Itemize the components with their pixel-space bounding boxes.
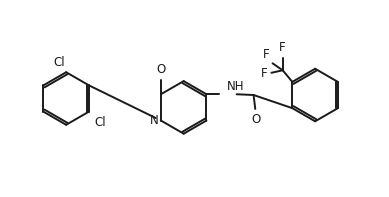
Text: F: F — [279, 41, 286, 54]
Text: O: O — [156, 63, 166, 76]
Text: Cl: Cl — [53, 56, 65, 69]
Text: O: O — [251, 113, 260, 126]
Text: N: N — [149, 114, 158, 127]
Text: Cl: Cl — [94, 115, 105, 128]
Text: F: F — [261, 67, 268, 80]
Text: F: F — [263, 48, 269, 61]
Text: NH: NH — [226, 80, 244, 93]
